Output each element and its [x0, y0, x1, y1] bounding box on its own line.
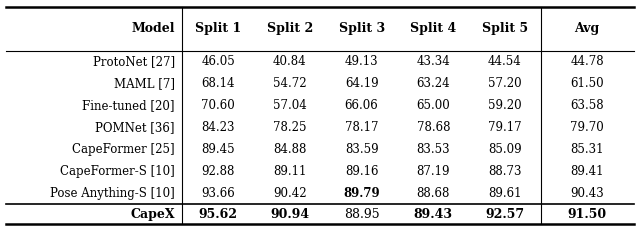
- Text: Avg: Avg: [575, 22, 600, 35]
- Text: 59.20: 59.20: [488, 99, 522, 112]
- Text: 89.16: 89.16: [345, 165, 378, 178]
- Text: 65.00: 65.00: [417, 99, 450, 112]
- Text: 68.14: 68.14: [202, 77, 235, 90]
- Text: 66.06: 66.06: [345, 99, 378, 112]
- Text: 88.68: 88.68: [417, 187, 450, 200]
- Text: 90.43: 90.43: [570, 187, 604, 200]
- Text: 63.58: 63.58: [570, 99, 604, 112]
- Text: 87.19: 87.19: [417, 165, 450, 178]
- Text: 78.17: 78.17: [345, 121, 378, 134]
- Text: 84.23: 84.23: [202, 121, 235, 134]
- Text: 95.62: 95.62: [199, 208, 237, 221]
- Text: 44.54: 44.54: [488, 55, 522, 68]
- Text: Model: Model: [131, 22, 175, 35]
- Text: 54.72: 54.72: [273, 77, 307, 90]
- Text: 43.34: 43.34: [417, 55, 450, 68]
- Text: 90.42: 90.42: [273, 187, 307, 200]
- Text: 78.25: 78.25: [273, 121, 307, 134]
- Text: 88.95: 88.95: [344, 208, 380, 221]
- Text: 79.70: 79.70: [570, 121, 604, 134]
- Text: Split 4: Split 4: [410, 22, 456, 35]
- Text: 46.05: 46.05: [202, 55, 235, 68]
- Text: Fine-tuned [20]: Fine-tuned [20]: [82, 99, 175, 112]
- Text: 85.09: 85.09: [488, 143, 522, 156]
- Text: 89.61: 89.61: [488, 187, 522, 200]
- Text: 78.68: 78.68: [417, 121, 450, 134]
- Text: Split 3: Split 3: [339, 22, 385, 35]
- Text: CapeX: CapeX: [130, 208, 175, 221]
- Text: Pose Anything-S [10]: Pose Anything-S [10]: [50, 187, 175, 200]
- Text: Split 1: Split 1: [195, 22, 241, 35]
- Text: CapeFormer [25]: CapeFormer [25]: [72, 143, 175, 156]
- Text: 40.84: 40.84: [273, 55, 307, 68]
- Text: 57.04: 57.04: [273, 99, 307, 112]
- Text: 93.66: 93.66: [202, 187, 235, 200]
- Text: 89.43: 89.43: [414, 208, 452, 221]
- Text: 92.88: 92.88: [202, 165, 235, 178]
- Text: ProtoNet [27]: ProtoNet [27]: [93, 55, 175, 68]
- Text: 89.79: 89.79: [343, 187, 380, 200]
- Text: Split 5: Split 5: [482, 22, 528, 35]
- Text: POMNet [36]: POMNet [36]: [95, 121, 175, 134]
- Text: 70.60: 70.60: [202, 99, 235, 112]
- Text: 61.50: 61.50: [570, 77, 604, 90]
- Text: 84.88: 84.88: [273, 143, 307, 156]
- Text: 91.50: 91.50: [568, 208, 607, 221]
- Text: 79.17: 79.17: [488, 121, 522, 134]
- Text: 89.45: 89.45: [202, 143, 235, 156]
- Text: Split 2: Split 2: [267, 22, 313, 35]
- Text: 88.73: 88.73: [488, 165, 522, 178]
- Text: 44.78: 44.78: [570, 55, 604, 68]
- Text: 83.59: 83.59: [345, 143, 378, 156]
- Text: 49.13: 49.13: [345, 55, 378, 68]
- Text: 89.11: 89.11: [273, 165, 307, 178]
- Text: 90.94: 90.94: [270, 208, 310, 221]
- Text: MAML [7]: MAML [7]: [114, 77, 175, 90]
- Text: 92.57: 92.57: [485, 208, 525, 221]
- Text: 85.31: 85.31: [570, 143, 604, 156]
- Text: 89.41: 89.41: [570, 165, 604, 178]
- Text: 63.24: 63.24: [417, 77, 450, 90]
- Text: CapeFormer-S [10]: CapeFormer-S [10]: [60, 165, 175, 178]
- Text: 57.20: 57.20: [488, 77, 522, 90]
- Text: 64.19: 64.19: [345, 77, 378, 90]
- Text: 83.53: 83.53: [417, 143, 450, 156]
